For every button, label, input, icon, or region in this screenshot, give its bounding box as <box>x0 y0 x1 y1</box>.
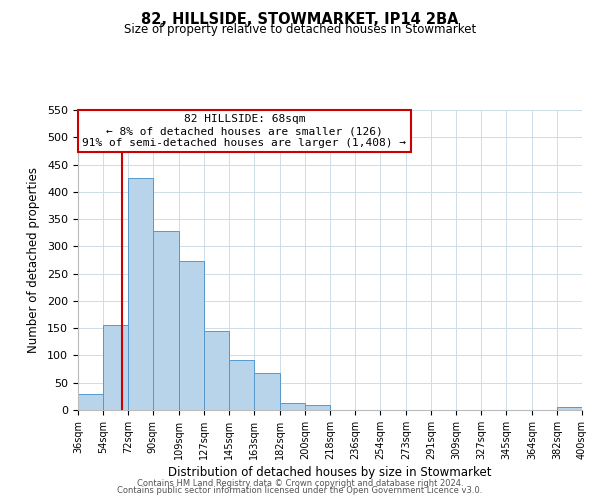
X-axis label: Distribution of detached houses by size in Stowmarket: Distribution of detached houses by size … <box>168 466 492 479</box>
Bar <box>305 404 330 410</box>
Bar <box>557 408 582 410</box>
Text: Size of property relative to detached houses in Stowmarket: Size of property relative to detached ho… <box>124 22 476 36</box>
Bar <box>179 261 204 410</box>
Bar <box>254 373 280 410</box>
Bar <box>204 331 229 410</box>
Bar <box>128 178 153 410</box>
Bar <box>153 231 179 410</box>
Bar <box>103 326 128 410</box>
Text: 82, HILLSIDE, STOWMARKET, IP14 2BA: 82, HILLSIDE, STOWMARKET, IP14 2BA <box>141 12 459 28</box>
Text: Contains public sector information licensed under the Open Government Licence v3: Contains public sector information licen… <box>118 486 482 495</box>
Text: 82 HILLSIDE: 68sqm
← 8% of detached houses are smaller (126)
91% of semi-detache: 82 HILLSIDE: 68sqm ← 8% of detached hous… <box>82 114 406 148</box>
Text: Contains HM Land Registry data © Crown copyright and database right 2024.: Contains HM Land Registry data © Crown c… <box>137 478 463 488</box>
Bar <box>78 394 103 410</box>
Y-axis label: Number of detached properties: Number of detached properties <box>27 167 40 353</box>
Bar <box>229 360 254 410</box>
Bar <box>280 403 305 410</box>
